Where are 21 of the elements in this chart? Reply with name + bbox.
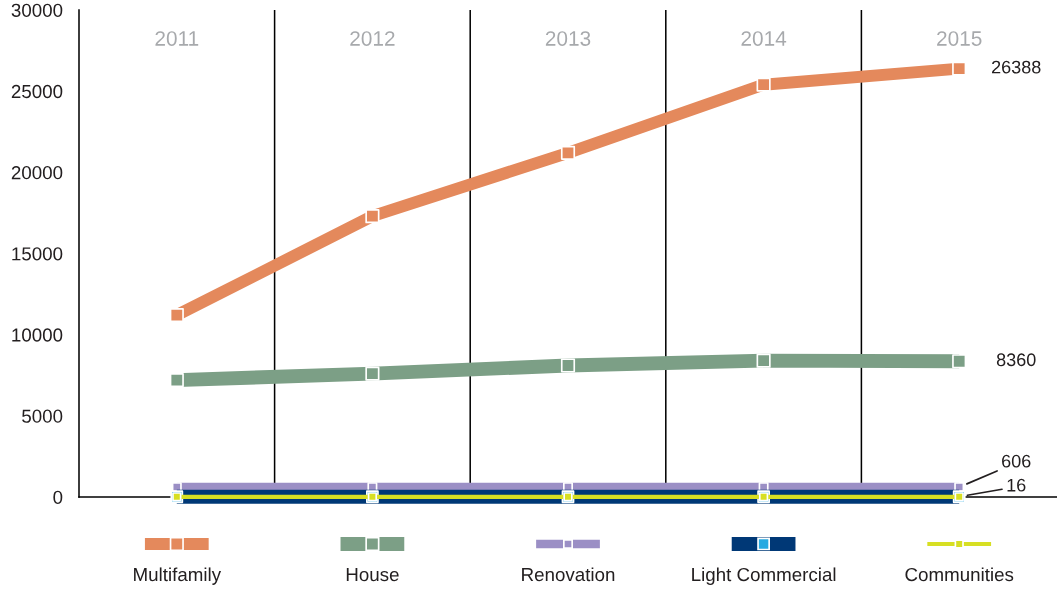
x-tick-label: 2015 bbox=[937, 31, 982, 46]
x-tick-label: 2012 bbox=[350, 31, 395, 46]
data-label: 8360 bbox=[996, 353, 1036, 367]
legend-label: House bbox=[346, 568, 399, 582]
legend-label: Renovation bbox=[522, 567, 615, 582]
y-tick-label: 20000 bbox=[11, 166, 63, 180]
legend-label: Multifamily bbox=[134, 567, 222, 585]
y-tick-label: 0 bbox=[53, 490, 63, 504]
y-tick-label: 25000 bbox=[11, 84, 63, 99]
data-label: 26388 bbox=[992, 60, 1041, 74]
x-tick-label: 2011 bbox=[155, 31, 199, 46]
y-tick-label: 10000 bbox=[12, 328, 63, 342]
legend-label: Light Commercial bbox=[692, 567, 836, 585]
x-tick-label: 2014 bbox=[741, 31, 787, 46]
data-label: 606 bbox=[1002, 454, 1031, 468]
data-label: 16 bbox=[1007, 478, 1026, 492]
y-tick-label: 15000 bbox=[12, 247, 63, 261]
legend-label: Communities bbox=[905, 567, 1014, 582]
y-tick-label: 30000 bbox=[11, 3, 63, 17]
y-tick-label: 5000 bbox=[22, 409, 63, 423]
x-tick-label: 2013 bbox=[545, 31, 591, 46]
